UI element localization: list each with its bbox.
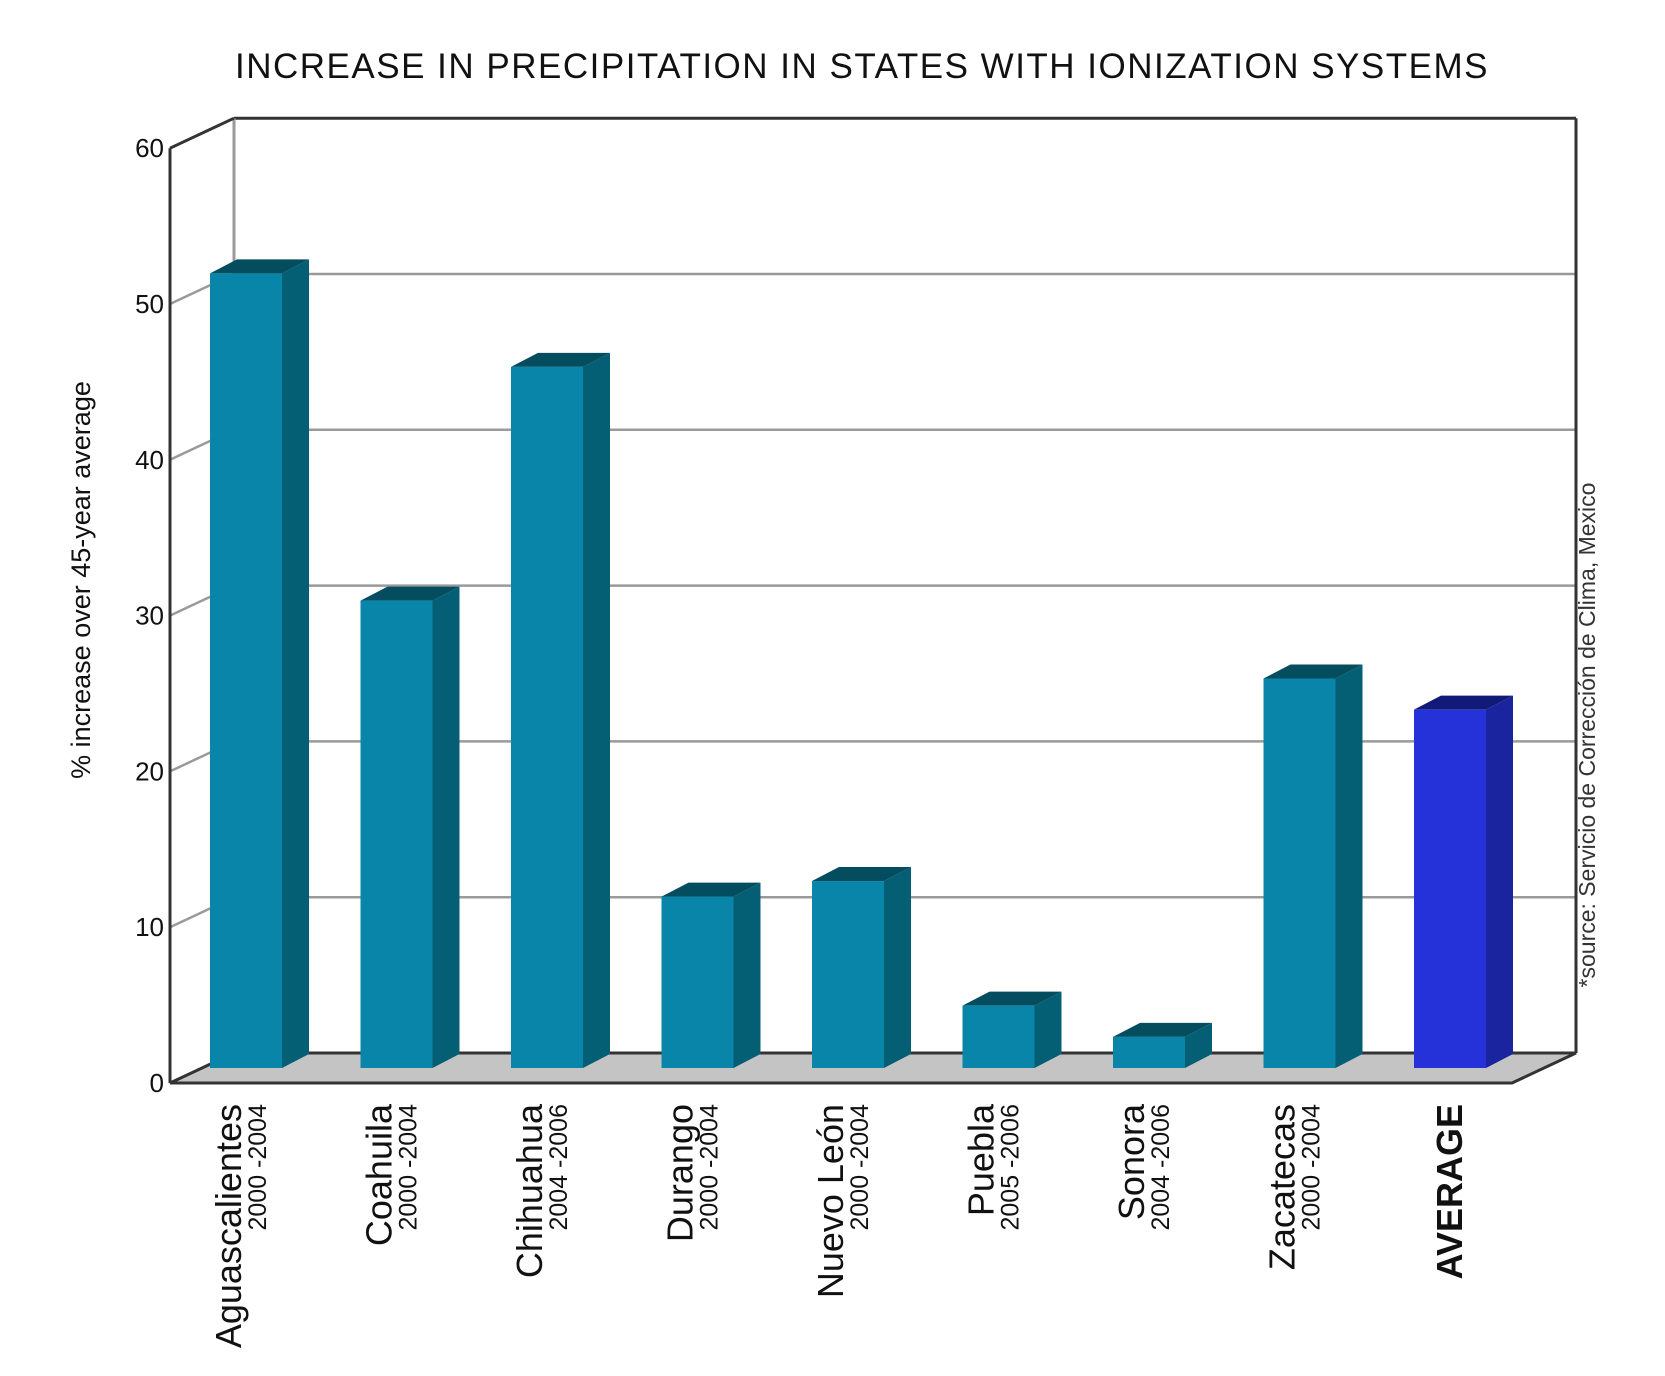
bar-top <box>360 586 460 601</box>
bar <box>511 366 583 1068</box>
x-tick-label: Aguascalientes <box>208 1104 249 1348</box>
bar-side <box>432 586 460 1068</box>
y-tick-label: 60 <box>135 133 164 163</box>
bar-top <box>511 352 610 367</box>
bar-top <box>1263 664 1363 679</box>
x-tick-label: Durango <box>660 1104 701 1242</box>
x-tick-label: Coahuila <box>359 1103 400 1246</box>
bar <box>210 273 282 1068</box>
bar <box>812 881 884 1068</box>
x-tick-label: Sonora <box>1111 1103 1152 1220</box>
x-tick-sublabel: 2000 -2004 <box>1298 1104 1326 1231</box>
bar-top <box>962 991 1062 1006</box>
x-tick-sublabel: 2000 -2004 <box>395 1104 423 1231</box>
x-tick-sublabel: 2000 -2004 <box>696 1104 724 1231</box>
x-tick-label: AVERAGE <box>1429 1104 1470 1279</box>
y-tick-label: 30 <box>135 601 164 631</box>
bar-side <box>1335 664 1363 1068</box>
y-tick-label: 50 <box>135 289 164 319</box>
bar <box>962 1005 1035 1068</box>
y-tick-label: 20 <box>135 756 164 786</box>
bar-side <box>282 259 309 1068</box>
x-tick-sublabel: 2000 -2004 <box>846 1104 874 1231</box>
bar <box>1414 709 1486 1068</box>
bar <box>661 896 734 1068</box>
y-axis-label: % increase over 45-year average <box>66 381 96 779</box>
y-tick-label: 40 <box>135 445 164 475</box>
x-tick-label: Chihuahua <box>509 1103 550 1278</box>
bar-side <box>884 867 911 1068</box>
bar <box>1263 678 1336 1068</box>
y-tick-label: 0 <box>150 1068 164 1098</box>
bar-top <box>210 259 309 274</box>
bar-side <box>1034 991 1062 1068</box>
bar-top <box>812 867 911 882</box>
bar <box>1113 1036 1185 1068</box>
bar-side <box>583 352 610 1068</box>
x-tick-sublabel: 2004 -2006 <box>1147 1104 1175 1231</box>
bar-side <box>733 882 761 1068</box>
x-tick-sublabel: 2000 -2004 <box>244 1104 272 1231</box>
bar-side <box>1185 1022 1212 1068</box>
bar-side <box>1486 695 1513 1068</box>
x-tick-label: Nuevo León <box>810 1104 851 1298</box>
x-tick-sublabel: 2004 -2006 <box>545 1104 573 1231</box>
bar-top <box>1113 1022 1212 1037</box>
y-axis-top-edge <box>169 116 235 150</box>
x-tick-sublabel: 2005 -2006 <box>997 1104 1025 1231</box>
source-note: *source: Servicio de Corrección de Clima… <box>1574 483 1600 988</box>
bar-top <box>661 882 761 897</box>
x-tick-label: Zacatecas <box>1262 1104 1303 1270</box>
chart-title: INCREASE IN PRECIPITATION IN STATES WITH… <box>235 47 1489 86</box>
bar-top <box>1414 695 1513 710</box>
bar <box>360 600 433 1068</box>
x-tick-label: Puebla <box>961 1103 1002 1216</box>
y-tick-label: 10 <box>135 912 164 942</box>
